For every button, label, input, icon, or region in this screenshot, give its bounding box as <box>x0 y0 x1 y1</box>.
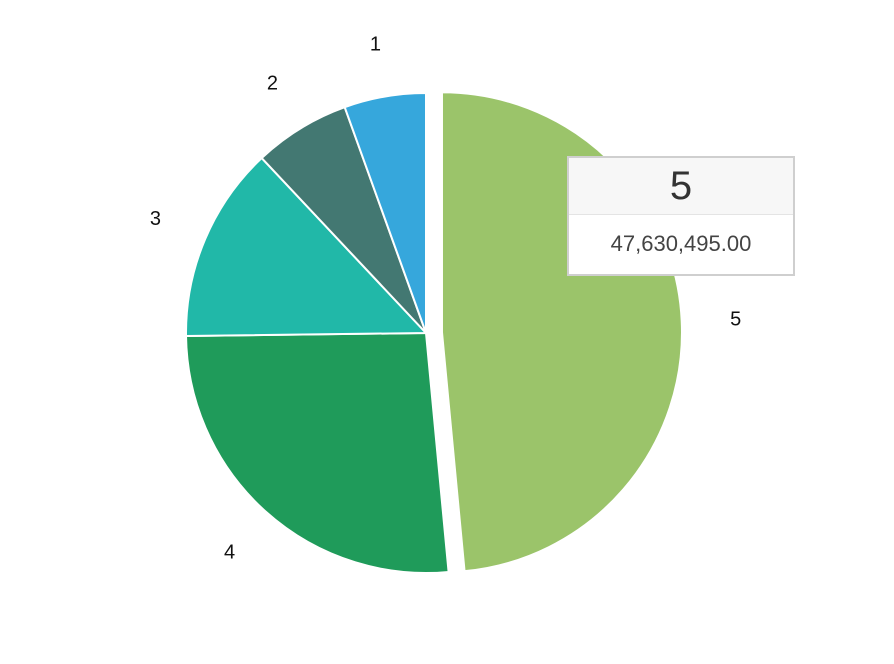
slice-label-1: 1 <box>370 33 381 55</box>
slice-label-4: 4 <box>224 542 235 564</box>
slice-label-5: 5 <box>730 308 741 330</box>
pie-slice-1[interactable] <box>343 91 427 334</box>
tooltip-title: 5 <box>569 158 793 215</box>
chart-tooltip: 5 47,630,495.00 <box>567 156 795 276</box>
slice-label-3: 3 <box>150 208 161 230</box>
slice-labels: 5 4 3 2 1 <box>150 33 741 563</box>
pie-slice-4[interactable] <box>185 331 450 574</box>
pie-slice-3[interactable] <box>185 156 429 338</box>
slice-label-2: 2 <box>267 72 278 94</box>
tooltip-value: 47,630,495.00 <box>610 231 752 256</box>
